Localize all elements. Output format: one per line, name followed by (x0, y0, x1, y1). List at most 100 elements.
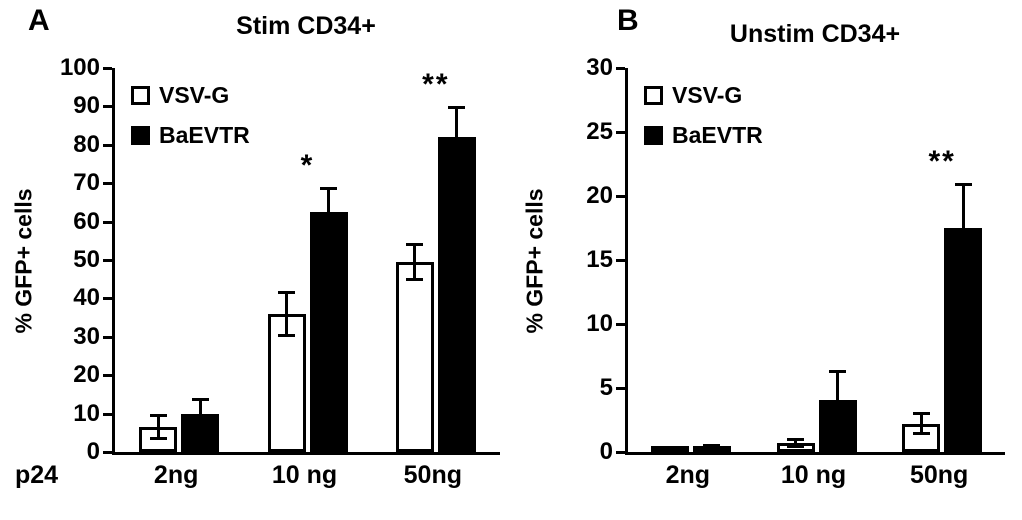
panel-b: B Unstim CD34+ % GFP+ cells 0 5 10 15 20 25 30… (511, 0, 1022, 520)
y-tick-label: 50 (73, 246, 100, 273)
bar-baevtr-50ng (437, 137, 476, 452)
chart-title: Unstim CD34+ (729, 20, 901, 48)
y-tick-label: 70 (73, 169, 100, 197)
y-tick-mark (103, 143, 112, 147)
error-bar-cap (406, 242, 424, 246)
error-bar-cap (149, 437, 167, 441)
x-category-label: 2ng (153, 461, 199, 489)
significance-marker: ** (928, 145, 956, 179)
bar-vsv-g-50ng (395, 261, 434, 452)
legend-label: BaEVTR (159, 122, 250, 148)
y-tick-mark (103, 259, 112, 262)
error-bar-cap (703, 444, 721, 448)
y-tick-mark (103, 297, 112, 301)
y-axis-title: % GFP+ cells (10, 188, 37, 334)
error-bar-cap (149, 413, 167, 417)
legend-entry: VSV-G (644, 82, 763, 109)
legend: VSV-G BaEVTR (644, 82, 763, 162)
legend-swatch-vsv-g (644, 86, 663, 105)
error-bar-cap (912, 432, 930, 436)
error-bar (285, 290, 288, 337)
error-bar (413, 242, 417, 282)
legend-swatch-baevtr (131, 126, 150, 145)
error-bar (961, 183, 965, 273)
y-tick-label: 0 (599, 438, 613, 465)
error-bar (794, 437, 797, 449)
y-tick-mark (616, 195, 625, 198)
x-category-label: 10 ng (271, 461, 338, 489)
panel-a: A Stim CD34+ % GFP+ cells 0 10 20 30 40 50 60 7… (10, 4, 500, 504)
error-bar-cap (191, 398, 209, 402)
x-category-label: 50ng (909, 461, 969, 489)
y-tick-mark (103, 105, 112, 109)
x-axis: p24 2ng 10 ng 50ng (15, 459, 500, 504)
y-tick-label: 30 (73, 322, 100, 350)
significance-marker: ** (422, 68, 450, 102)
y-tick-label: 15 (586, 246, 613, 273)
y-tick-mark (616, 451, 625, 454)
error-bar-cap (320, 187, 337, 191)
y-tick-label: 90 (73, 92, 100, 120)
significance-marker: * (300, 149, 315, 183)
y-tick-mark (103, 335, 112, 339)
bar-baevtr-10ng (309, 212, 348, 452)
x-axis-title: p24 (15, 461, 59, 489)
y-tick-label: 5 (599, 374, 613, 401)
panel-label: A (28, 4, 50, 37)
error-bar-cap (954, 183, 972, 187)
error-bar-cap (954, 269, 972, 273)
error-bar (919, 412, 923, 436)
legend-label: VSV-G (672, 82, 743, 108)
error-bar-cap (912, 412, 930, 416)
error-bar-cap (829, 425, 846, 429)
x-category-label: 10 ng (780, 461, 847, 489)
y-tick-mark (103, 220, 112, 224)
error-bar-cap (787, 445, 804, 449)
y-tick-mark (616, 387, 625, 390)
error-bar-cap (278, 290, 295, 294)
y-tick-mark (103, 182, 112, 186)
error-bar (836, 370, 839, 429)
error-bar-cap (448, 164, 466, 168)
y-tick-label: 40 (73, 284, 100, 312)
legend-entry: BaEVTR (131, 122, 250, 149)
legend-label: VSV-G (159, 82, 230, 108)
legend-entry: BaEVTR (644, 122, 763, 149)
y-tick-label: 80 (73, 130, 100, 158)
plot-area: 0 5 10 15 20 25 30 VSV-G BaEVTR ** (586, 54, 1005, 465)
error-bar (455, 106, 459, 168)
y-tick-mark (103, 67, 112, 70)
error-bar-cap (448, 106, 466, 110)
error-bar-cap (829, 370, 846, 374)
legend-swatch-vsv-g (131, 86, 150, 105)
error-bar (156, 413, 160, 441)
error-bar-cap (320, 233, 337, 237)
y-tick-mark (103, 374, 112, 378)
error-bar-cap (406, 278, 424, 282)
panel-label: B (617, 4, 639, 37)
plot-area: 0 10 20 30 40 50 60 70 80 90 100 VSV-G BaEVTR * ** (60, 54, 500, 465)
error-bar-cap (278, 333, 295, 337)
error-bar-cap (661, 448, 679, 452)
y-tick-mark (616, 259, 625, 262)
bar-vsv-g-50ng (902, 423, 941, 452)
legend: VSV-G BaEVTR (131, 82, 250, 162)
y-tick-label: 10 (586, 310, 613, 337)
y-tick-label: 60 (73, 207, 100, 235)
y-tick-mark (616, 323, 625, 326)
y-tick-label: 10 (73, 399, 100, 427)
y-tick-mark (103, 451, 112, 454)
legend-swatch-baevtr (644, 126, 663, 145)
y-tick-label: 25 (586, 118, 613, 145)
y-tick-mark (616, 131, 625, 134)
y-tick-label: 20 (586, 182, 613, 209)
error-bar-cap (191, 425, 209, 429)
x-axis: 2ng 10 ng 50ng (625, 459, 1005, 504)
y-tick-label: 0 (86, 438, 100, 465)
error-bar (327, 187, 330, 237)
error-bar (710, 444, 714, 452)
error-bar-cap (787, 437, 804, 441)
y-tick-label: 20 (73, 361, 100, 389)
x-category-label: 2ng (665, 461, 711, 489)
